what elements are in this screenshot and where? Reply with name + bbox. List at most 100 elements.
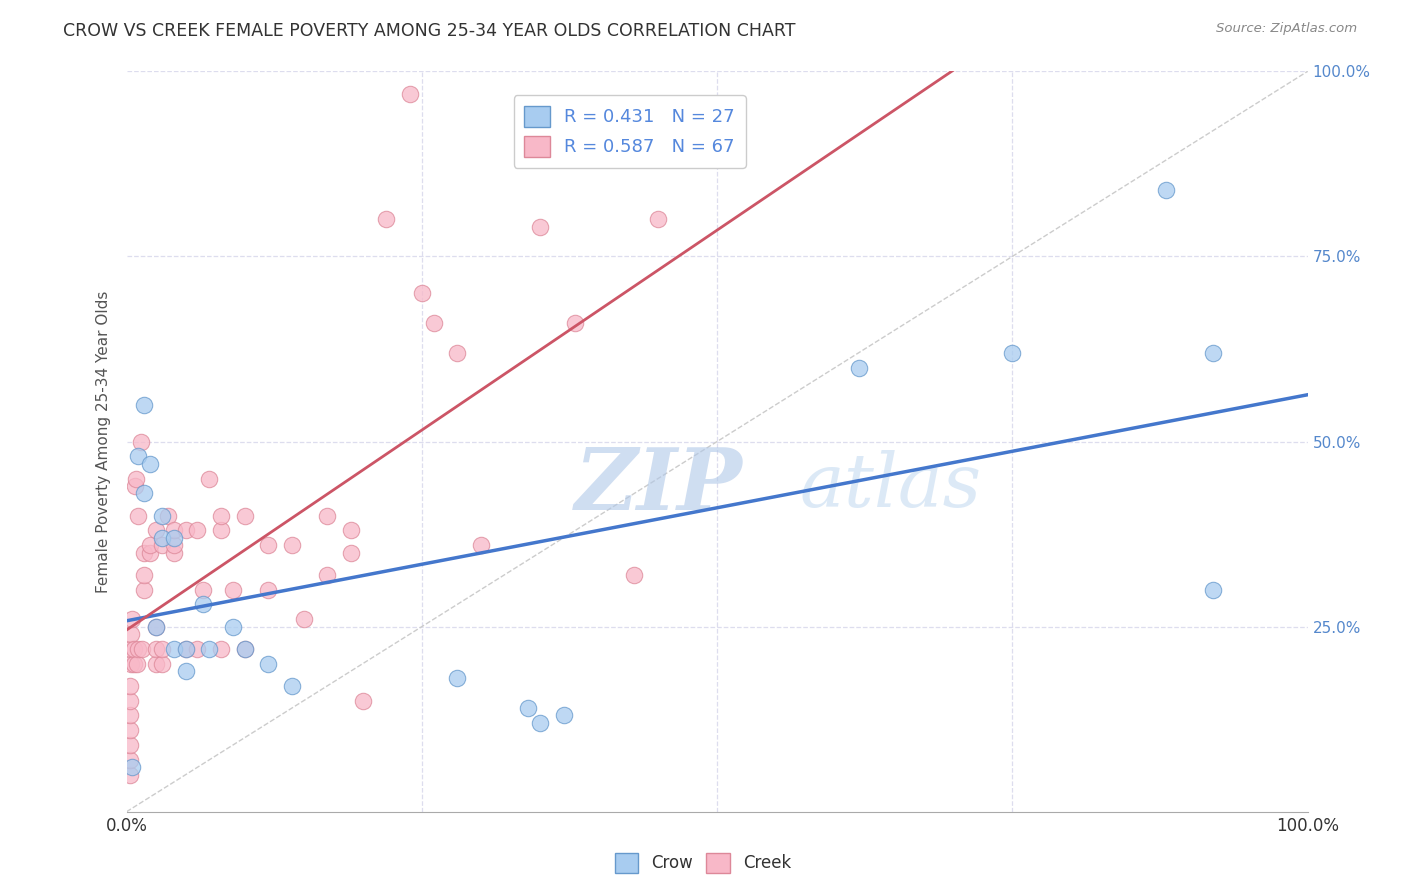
Point bbox=[174, 664, 197, 678]
Text: Source: ZipAtlas.com: Source: ZipAtlas.com bbox=[1216, 22, 1357, 36]
Point bbox=[399, 87, 422, 101]
Point bbox=[122, 641, 145, 656]
Point bbox=[120, 738, 142, 752]
Point bbox=[120, 694, 142, 708]
Point bbox=[134, 582, 156, 597]
Point bbox=[233, 508, 256, 523]
Point bbox=[150, 641, 173, 656]
Point bbox=[257, 538, 280, 552]
Point bbox=[127, 508, 149, 523]
Point bbox=[121, 760, 143, 774]
Point bbox=[233, 641, 256, 656]
Point bbox=[281, 538, 304, 552]
Point bbox=[233, 641, 256, 656]
Point bbox=[174, 641, 197, 656]
Point bbox=[316, 567, 339, 582]
Point bbox=[120, 679, 142, 693]
Point bbox=[120, 627, 142, 641]
Point bbox=[209, 524, 232, 538]
Point bbox=[122, 657, 145, 671]
Point bbox=[129, 434, 152, 449]
Point bbox=[209, 508, 232, 523]
Point bbox=[125, 471, 148, 485]
Point bbox=[139, 538, 162, 552]
Point bbox=[1202, 582, 1225, 597]
Point bbox=[517, 701, 540, 715]
Point bbox=[134, 398, 156, 412]
Point bbox=[340, 546, 363, 560]
Point bbox=[198, 641, 221, 656]
Point bbox=[174, 641, 197, 656]
Point bbox=[145, 657, 167, 671]
Point bbox=[127, 641, 149, 656]
Text: CROW VS CREEK FEMALE POVERTY AMONG 25-34 YEAR OLDS CORRELATION CHART: CROW VS CREEK FEMALE POVERTY AMONG 25-34… bbox=[63, 22, 796, 40]
Point bbox=[120, 657, 142, 671]
Point bbox=[134, 546, 156, 560]
Point bbox=[120, 708, 142, 723]
Text: atlas: atlas bbox=[800, 450, 981, 522]
Point bbox=[529, 219, 551, 234]
Point bbox=[553, 708, 575, 723]
Point bbox=[120, 767, 142, 781]
Point bbox=[411, 286, 433, 301]
Point bbox=[174, 524, 197, 538]
Point bbox=[446, 345, 468, 359]
Point bbox=[150, 531, 173, 545]
Point bbox=[139, 457, 162, 471]
Y-axis label: Female Poverty Among 25-34 Year Olds: Female Poverty Among 25-34 Year Olds bbox=[96, 291, 111, 592]
Point bbox=[222, 619, 245, 633]
Point bbox=[340, 524, 363, 538]
Point bbox=[257, 582, 280, 597]
Point bbox=[120, 723, 142, 738]
Point bbox=[163, 531, 186, 545]
Point bbox=[120, 753, 142, 767]
Point bbox=[1001, 345, 1024, 359]
Point bbox=[316, 508, 339, 523]
Point bbox=[150, 538, 173, 552]
Point bbox=[124, 479, 146, 493]
Point bbox=[564, 316, 586, 330]
Point bbox=[163, 546, 186, 560]
Point bbox=[623, 567, 645, 582]
Point bbox=[375, 212, 398, 227]
Point bbox=[145, 641, 167, 656]
Point bbox=[150, 508, 173, 523]
Point bbox=[134, 567, 156, 582]
Point bbox=[150, 657, 173, 671]
Point bbox=[1202, 345, 1225, 359]
Point bbox=[131, 641, 153, 656]
Point bbox=[529, 715, 551, 730]
Point bbox=[163, 524, 186, 538]
Point bbox=[257, 657, 280, 671]
Point bbox=[222, 582, 245, 597]
Point bbox=[156, 508, 179, 523]
Legend: R = 0.431   N = 27, R = 0.587   N = 67: R = 0.431 N = 27, R = 0.587 N = 67 bbox=[513, 95, 745, 168]
Point bbox=[127, 657, 149, 671]
Point bbox=[422, 316, 444, 330]
Point bbox=[647, 212, 669, 227]
Point bbox=[292, 612, 315, 626]
Point bbox=[209, 641, 232, 656]
Point bbox=[186, 524, 208, 538]
Text: ZIP: ZIP bbox=[575, 444, 744, 528]
Point bbox=[470, 538, 492, 552]
Point bbox=[120, 641, 142, 656]
Point bbox=[352, 694, 374, 708]
Point bbox=[186, 641, 208, 656]
Point bbox=[145, 524, 167, 538]
Point bbox=[193, 598, 215, 612]
Point bbox=[145, 619, 167, 633]
Point bbox=[446, 672, 468, 686]
Point bbox=[139, 546, 162, 560]
Point bbox=[163, 538, 186, 552]
Point bbox=[198, 471, 221, 485]
Point bbox=[145, 619, 167, 633]
Point bbox=[134, 486, 156, 500]
Point bbox=[163, 641, 186, 656]
Point bbox=[281, 679, 304, 693]
Point bbox=[1154, 183, 1177, 197]
Point bbox=[121, 612, 143, 626]
Legend: Crow, Creek: Crow, Creek bbox=[607, 847, 799, 880]
Point bbox=[193, 582, 215, 597]
Point bbox=[848, 360, 870, 375]
